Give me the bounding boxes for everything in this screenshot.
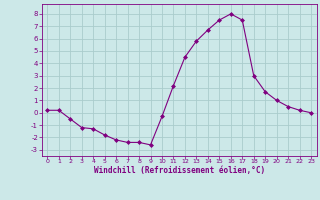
X-axis label: Windchill (Refroidissement éolien,°C): Windchill (Refroidissement éolien,°C)	[94, 166, 265, 175]
